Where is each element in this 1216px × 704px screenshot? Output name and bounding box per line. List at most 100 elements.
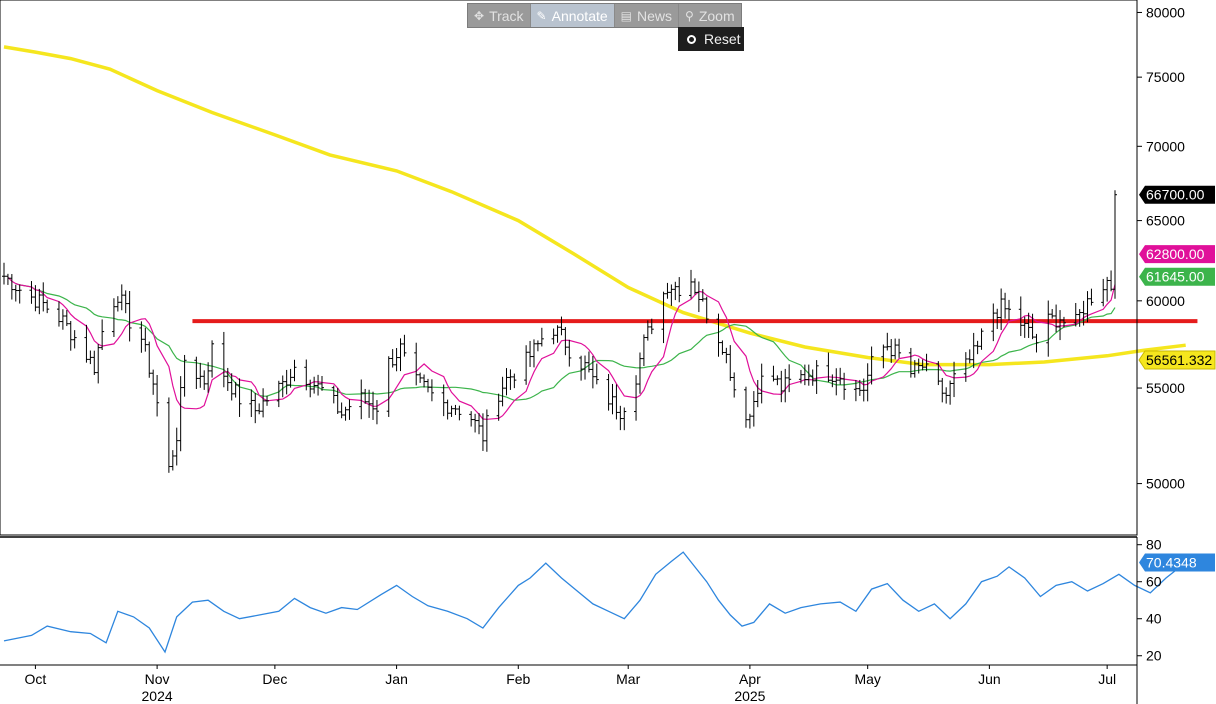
zoom-button[interactable]: ⚲ Zoom <box>679 4 741 27</box>
price-bar <box>147 341 152 378</box>
price-bar <box>210 340 215 378</box>
news-button[interactable]: ▤ News <box>615 4 680 27</box>
value-labels: 66700.00 62800.00 61645.00 56561.332 70.4348 <box>1138 185 1216 572</box>
price-bar <box>1054 304 1059 333</box>
price-bar <box>759 363 764 404</box>
price-bar <box>123 290 128 314</box>
panel-splitter[interactable] <box>0 535 1137 539</box>
price-bar <box>967 349 972 364</box>
price-bar <box>480 413 485 451</box>
price-bar <box>700 289 705 302</box>
price-bar <box>979 328 984 350</box>
price-bar <box>567 339 572 367</box>
x-tick-label: Dec <box>262 671 287 687</box>
price-bar <box>669 284 674 306</box>
x-tick-label: Apr <box>739 671 761 687</box>
price-bar <box>881 344 886 369</box>
price-bar <box>367 389 372 418</box>
price-bar <box>316 374 321 396</box>
price-bar <box>445 399 450 420</box>
price-bar <box>312 376 317 394</box>
ma-mid-line <box>15 283 1116 401</box>
price-bar <box>339 402 344 419</box>
price-bar <box>1109 270 1114 292</box>
price-bar <box>33 285 38 312</box>
price-bar <box>469 411 474 427</box>
price-bar <box>288 368 293 388</box>
price-bar <box>594 363 599 385</box>
price-bar <box>885 332 890 351</box>
price-bar <box>673 281 678 301</box>
price-bar <box>374 400 379 425</box>
price-bar <box>425 378 430 393</box>
price-bar <box>755 379 760 408</box>
price-bar <box>704 296 709 324</box>
price-bar <box>84 324 89 363</box>
price-bar <box>948 380 953 405</box>
price-bar <box>728 345 733 381</box>
annotate-button[interactable]: ✎ Annotate <box>530 4 615 27</box>
price-bar <box>319 375 324 391</box>
price-bar <box>257 403 262 415</box>
price-bar <box>916 358 921 374</box>
price-bar <box>971 332 976 369</box>
price-panel[interactable] <box>2 45 1198 473</box>
price-bar <box>484 409 489 452</box>
price-bar <box>692 278 697 295</box>
rsi-tick-label: 60 <box>1146 574 1162 590</box>
price-bar <box>119 284 124 311</box>
last-price-tag-text: 66700.00 <box>1146 187 1205 203</box>
price-bar <box>265 395 270 406</box>
price-bar <box>1030 313 1035 340</box>
price-bar <box>45 299 50 314</box>
ma-fast-tag-text: 62800.00 <box>1146 246 1205 262</box>
reset-icon <box>687 34 696 44</box>
price-bar <box>308 379 313 398</box>
price-bar <box>441 384 446 417</box>
price-bar <box>637 352 642 394</box>
price-bar <box>920 359 925 371</box>
price-bar <box>473 413 478 433</box>
ma-slow-tag-text: 56561.332 <box>1146 352 1212 368</box>
price-bar <box>229 373 234 401</box>
price-bar <box>732 372 737 398</box>
price-bar <box>771 365 776 382</box>
x-tick-label: Feb <box>506 671 530 687</box>
price-bar <box>292 359 297 382</box>
price-bar <box>787 364 792 393</box>
price-bar <box>335 387 340 414</box>
price-bar <box>814 360 819 394</box>
chart-toolbar: ✥ Track ✎ Annotate ▤ News ⚲ Zoom <box>467 3 742 28</box>
price-bar <box>5 273 10 285</box>
x-tick-label: May <box>854 671 880 687</box>
price-tick-label: 50000 <box>1146 476 1185 492</box>
reset-button[interactable]: Reset <box>678 27 744 51</box>
price-bar <box>689 269 694 299</box>
price-bar <box>139 321 144 353</box>
price-bar <box>202 370 207 390</box>
price-bar <box>115 296 120 312</box>
track-button[interactable]: ✥ Track <box>468 4 531 27</box>
price-bar <box>206 362 211 393</box>
rsi-tag: 70.4348 <box>1139 553 1215 572</box>
x-tick-label: Oct <box>25 671 47 687</box>
price-bar <box>508 369 513 390</box>
price-bar <box>174 427 179 466</box>
rsi-panel[interactable] <box>3 551 1187 654</box>
price-bar <box>37 288 42 315</box>
price-bar <box>151 369 156 395</box>
price-bar <box>614 384 619 420</box>
price-bar <box>806 364 811 386</box>
price-tick-label: 75000 <box>1146 69 1185 85</box>
x-year-label: 2024 <box>142 688 173 704</box>
price-bar <box>371 391 376 420</box>
price-bar <box>677 277 682 303</box>
price-bar <box>661 291 666 344</box>
news-label: News <box>637 7 673 24</box>
price-bar <box>500 376 505 407</box>
price-bar <box>280 375 285 398</box>
price-bar <box>72 330 77 349</box>
price-bar <box>457 405 462 421</box>
price-bar <box>284 369 289 395</box>
